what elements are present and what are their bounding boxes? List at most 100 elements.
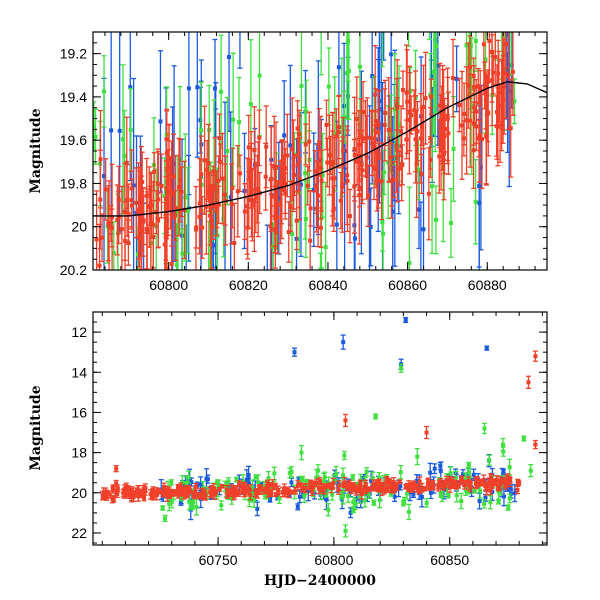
bottom-point-red bbox=[417, 476, 423, 487]
bottom-point-red bbox=[202, 489, 208, 495]
bottom-point-red bbox=[525, 375, 531, 389]
bottom-point-green bbox=[329, 488, 335, 501]
top-point-red bbox=[419, 153, 425, 195]
bottom-ytick-label: 18 bbox=[71, 445, 87, 461]
top-point-blue bbox=[454, 45, 460, 113]
top-point-red bbox=[158, 153, 164, 219]
top-point-blue bbox=[311, 132, 317, 248]
bottom-point-red bbox=[342, 413, 348, 428]
top-point-red bbox=[388, 143, 394, 219]
bottom-ytick-label: 14 bbox=[71, 364, 87, 380]
bottom-point-green bbox=[315, 464, 321, 477]
bottom-point-red bbox=[330, 477, 336, 489]
top-point-blue bbox=[506, 32, 512, 188]
top-point-red bbox=[149, 171, 155, 239]
bottom-point-red bbox=[247, 483, 253, 495]
bottom-point-red bbox=[258, 486, 264, 491]
bottom-point-blue bbox=[484, 345, 490, 351]
bottom-point-green bbox=[186, 470, 192, 484]
top-point-green bbox=[406, 186, 412, 270]
bottom-point-green bbox=[364, 467, 370, 477]
bottom-point-red bbox=[409, 482, 415, 493]
top-point-red bbox=[476, 119, 482, 158]
top-point-red bbox=[400, 70, 406, 110]
bottom-point-green bbox=[487, 495, 493, 510]
bottom-point-blue bbox=[205, 474, 211, 484]
top-point-red bbox=[108, 204, 114, 243]
top-point-green bbox=[128, 87, 134, 172]
bottom-point-red bbox=[241, 488, 247, 498]
bottom-point-green bbox=[507, 458, 513, 476]
top-point-red bbox=[414, 109, 420, 219]
top-point-red bbox=[263, 142, 269, 211]
top-point-red bbox=[339, 140, 345, 233]
bottom-point-red bbox=[126, 491, 132, 500]
top-point-red bbox=[307, 190, 313, 270]
top-point-red bbox=[356, 145, 362, 245]
bottom-point-red bbox=[113, 465, 119, 473]
bottom-point-green bbox=[342, 524, 348, 538]
top-point-red bbox=[106, 180, 112, 270]
bottom-point-red bbox=[397, 479, 403, 485]
top-point-green bbox=[379, 192, 385, 252]
top-point-red bbox=[456, 77, 462, 133]
top-point-red bbox=[116, 190, 122, 245]
top-point-red bbox=[306, 111, 312, 172]
bottom-point-red bbox=[310, 480, 316, 488]
top-point-red bbox=[329, 130, 335, 227]
top-point-red bbox=[279, 141, 285, 225]
top-point-green bbox=[426, 32, 432, 41]
top-point-green bbox=[186, 299, 191, 420]
bottom-point-red bbox=[482, 481, 488, 491]
top-point-red bbox=[206, 123, 212, 203]
top-point-red bbox=[358, 98, 364, 176]
bottom-point-red bbox=[292, 486, 298, 495]
bottom-point-green bbox=[496, 499, 502, 505]
top-point-red bbox=[294, 191, 300, 251]
top-point-red bbox=[473, 101, 479, 152]
bottom-point-green bbox=[341, 450, 347, 461]
top-point-blue bbox=[237, 32, 243, 69]
bottom-point-green bbox=[189, 503, 195, 511]
top-xtick-label: 60800 bbox=[149, 277, 188, 293]
top-point-red bbox=[99, 213, 105, 263]
top-point-red bbox=[419, 107, 425, 146]
top-panel-data bbox=[93, 32, 547, 420]
top-ytick-label: 20 bbox=[71, 219, 87, 235]
top-point-green bbox=[93, 101, 97, 151]
bottom-point-red bbox=[153, 489, 159, 497]
bottom-point-green bbox=[298, 444, 304, 461]
bottom-point-red bbox=[170, 491, 176, 497]
top-point-red bbox=[372, 124, 378, 170]
top-point-red bbox=[97, 223, 103, 270]
top-point-green bbox=[96, 282, 101, 387]
top-point-red bbox=[176, 137, 182, 237]
bottom-point-green bbox=[458, 492, 464, 510]
bottom-point-green bbox=[398, 363, 404, 373]
top-point-red bbox=[459, 70, 465, 180]
bottom-point-red bbox=[357, 479, 363, 486]
top-point-red bbox=[312, 149, 318, 193]
top-point-red bbox=[323, 99, 329, 151]
bottom-point-blue bbox=[292, 347, 298, 357]
top-point-blue bbox=[428, 32, 434, 148]
bottom-point-red bbox=[266, 488, 272, 496]
top-ylabel: Magnitude bbox=[28, 108, 44, 193]
top-point-red bbox=[471, 101, 477, 146]
top-point-red bbox=[316, 107, 322, 177]
top-point-green bbox=[185, 167, 191, 255]
top-model-curve bbox=[93, 81, 547, 217]
top-point-red bbox=[503, 32, 509, 69]
top-point-red bbox=[103, 158, 109, 221]
bottom-point-blue bbox=[432, 463, 438, 475]
top-point-red bbox=[169, 140, 175, 247]
top-point-red bbox=[144, 191, 150, 270]
bottom-point-green bbox=[466, 461, 472, 469]
bottom-point-red bbox=[300, 483, 306, 493]
top-point-green bbox=[432, 32, 438, 153]
bottom-point-green bbox=[472, 488, 478, 494]
bottom-point-red bbox=[150, 495, 156, 501]
top-point-red bbox=[495, 87, 501, 167]
bottom-point-green bbox=[398, 464, 404, 480]
bottom-point-red bbox=[316, 483, 322, 495]
